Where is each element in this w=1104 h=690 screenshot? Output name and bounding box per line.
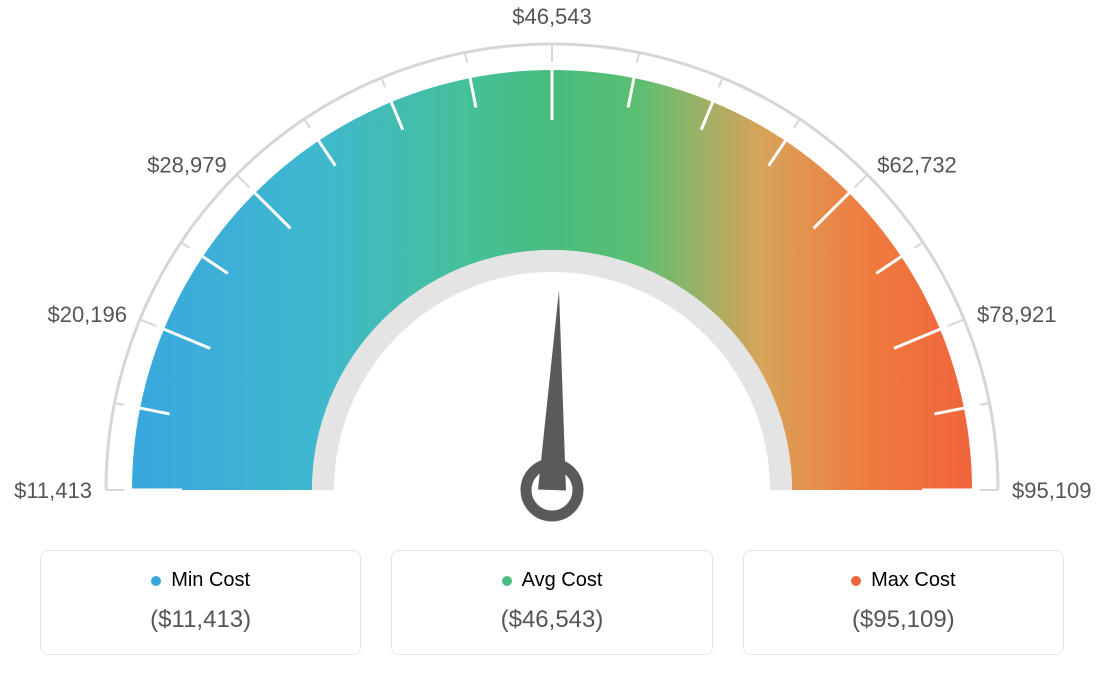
max-cost-value: ($95,109) <box>754 606 1053 634</box>
avg-cost-card: Avg Cost ($46,543) <box>391 550 712 655</box>
dot-icon <box>502 576 512 586</box>
svg-text:$62,732: $62,732 <box>877 153 957 178</box>
avg-cost-label: Avg Cost <box>522 569 603 592</box>
avg-cost-value: ($46,543) <box>402 606 701 634</box>
dot-icon <box>851 576 861 586</box>
svg-text:$28,979: $28,979 <box>147 153 227 178</box>
max-cost-label: Max Cost <box>871 569 955 592</box>
min-cost-value: ($11,413) <box>51 606 350 634</box>
min-cost-title: Min Cost <box>151 569 250 592</box>
svg-text:$95,109: $95,109 <box>1012 478 1092 503</box>
min-cost-label: Min Cost <box>171 569 250 592</box>
min-cost-card: Min Cost ($11,413) <box>40 550 361 655</box>
avg-cost-title: Avg Cost <box>502 569 603 592</box>
svg-text:$46,543: $46,543 <box>512 4 592 29</box>
svg-text:$11,413: $11,413 <box>14 478 92 503</box>
svg-text:$78,921: $78,921 <box>977 302 1057 327</box>
dot-icon <box>151 576 161 586</box>
max-cost-card: Max Cost ($95,109) <box>743 550 1064 655</box>
legend-row: Min Cost ($11,413) Avg Cost ($46,543) Ma… <box>0 540 1104 655</box>
gauge-svg: $11,413 $20,196 $28,979 $46,543 $62,732 $78,9… <box>0 0 1104 540</box>
svg-text:$20,196: $20,196 <box>47 302 127 327</box>
max-cost-title: Max Cost <box>851 569 955 592</box>
cost-gauge: $11,413 $20,196 $28,979 $46,543 $62,732 $78,9… <box>0 0 1104 540</box>
